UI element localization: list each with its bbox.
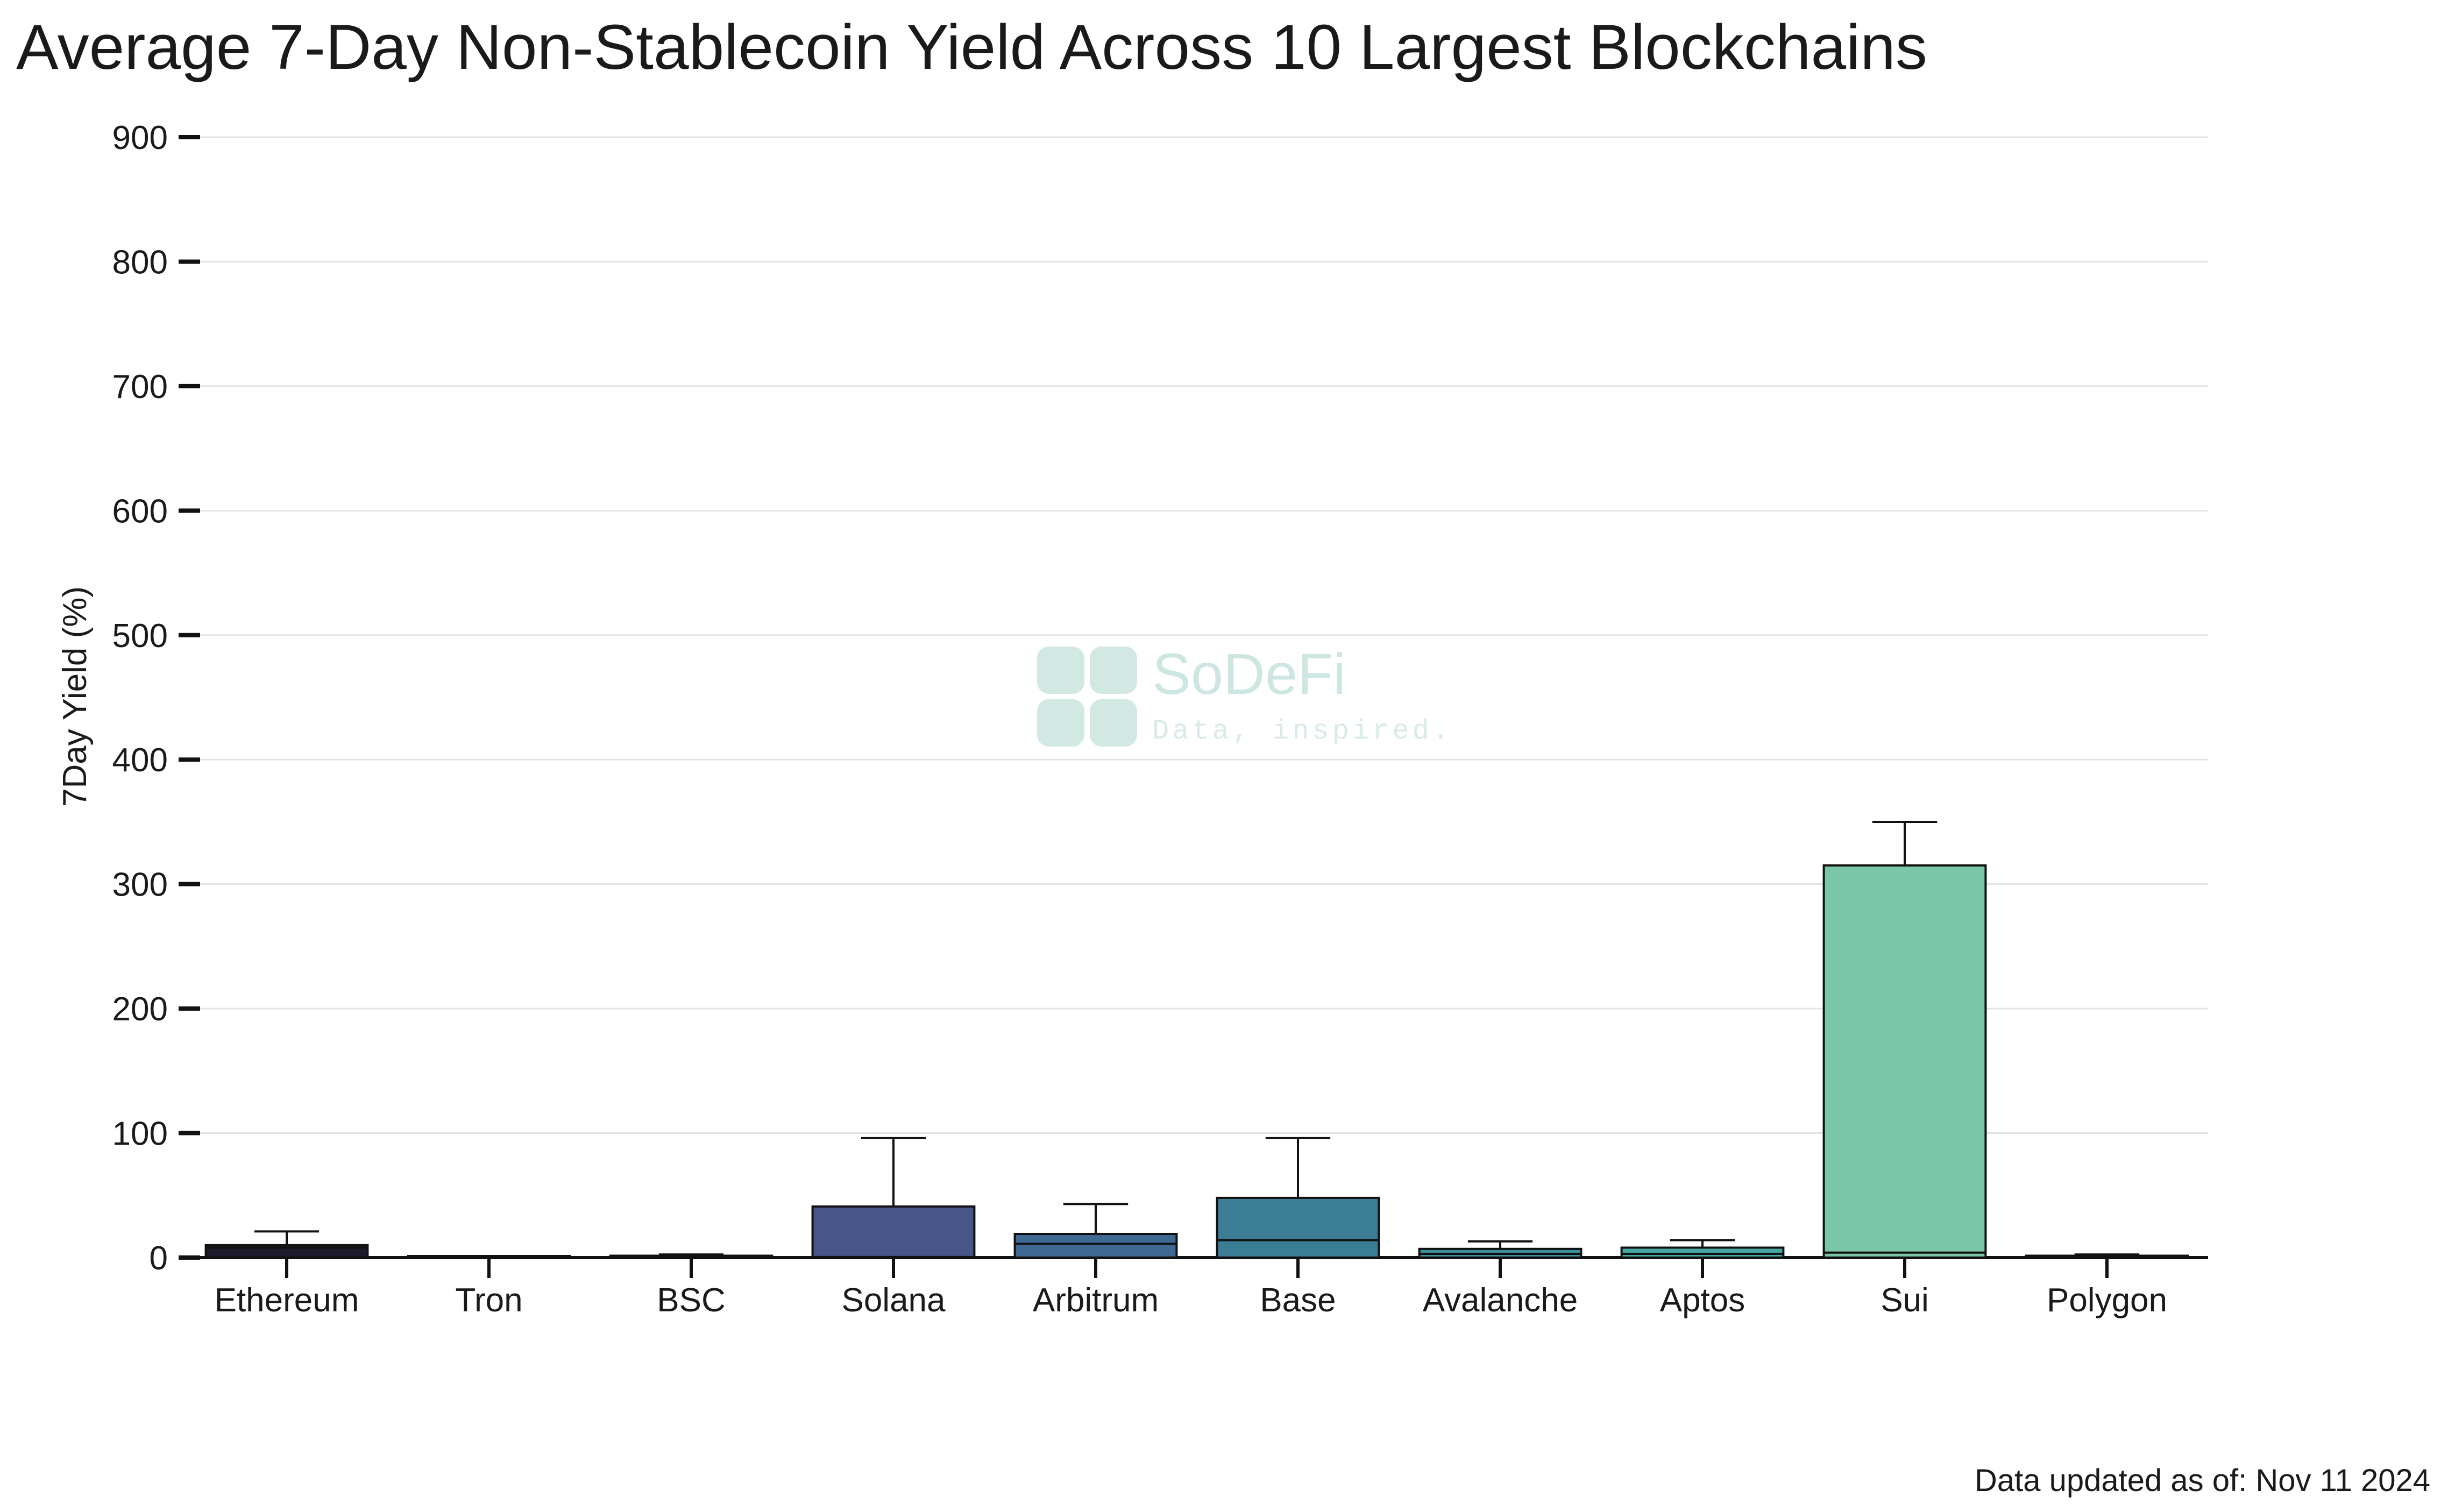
x-tick-label: Solana [841, 1282, 946, 1319]
watermark-logo-square [1037, 699, 1084, 747]
x-tick-label: Sui [1881, 1282, 1929, 1319]
box-sui [1822, 820, 1987, 1259]
x-tick-label: Base [1260, 1282, 1336, 1319]
x-tick-label: Arbitrum [1033, 1282, 1159, 1319]
box-polygon [2025, 1253, 2189, 1259]
y-tick-label: 800 [112, 244, 168, 281]
y-tick-label: 300 [112, 867, 168, 904]
y-tick-label: 600 [112, 493, 168, 530]
y-tick-label: 0 [150, 1240, 168, 1277]
x-tick-label: Ethereum [215, 1282, 359, 1319]
box-body [1216, 1196, 1380, 1259]
box-base [1216, 1137, 1380, 1259]
box-body [1822, 864, 1987, 1259]
chart-title: Average 7-Day Non-Stablecoin Yield Acros… [16, 12, 1927, 83]
box-body [1013, 1233, 1178, 1259]
x-tick-label: BSC [657, 1282, 725, 1319]
box-solana [811, 1137, 976, 1259]
box-avalanche [1418, 1240, 1583, 1259]
x-tick-label: Polygon [2047, 1282, 2167, 1319]
watermark-tagline: Data, inspired. [1152, 715, 1452, 747]
y-tick-label: 100 [112, 1116, 168, 1153]
box-tron [407, 1255, 571, 1259]
y-tick-label: 500 [112, 617, 168, 655]
x-axis: Ethereum Tron BSC Solana Arbitrum Base Avalanc… [215, 1258, 2167, 1319]
box-series [204, 820, 2189, 1259]
sodefi-watermark: SoDeFi Data, inspired. [1037, 641, 1452, 747]
watermark-name: SoDeFi [1152, 641, 1346, 706]
y-tick-label: 400 [112, 742, 168, 779]
x-tick-label: Avalanche [1423, 1282, 1578, 1319]
x-tick-label: Tron [455, 1282, 522, 1319]
box-aptos [1620, 1239, 1785, 1259]
box-arbitrum [1013, 1203, 1178, 1259]
data-updated-note: Data updated as of: Nov 11 2024 [1975, 1463, 2430, 1498]
box-body [1620, 1246, 1785, 1259]
watermark-logo-square [1090, 699, 1137, 747]
y-tick-label: 700 [112, 368, 168, 406]
y-axis-label: 7Day Yield (%) [56, 586, 94, 807]
watermark-logo-square [1037, 647, 1084, 694]
y-axis: 0 100 200 300 400 500 600 700 800 900 [112, 119, 200, 1277]
watermark-logo-square [1090, 647, 1137, 694]
box-bsc [609, 1253, 774, 1259]
y-tick-label: 200 [112, 991, 168, 1028]
box-ethereum [204, 1230, 369, 1259]
box-body [811, 1205, 976, 1259]
y-tick-label: 900 [112, 119, 168, 157]
x-tick-label: Aptos [1660, 1282, 1745, 1319]
